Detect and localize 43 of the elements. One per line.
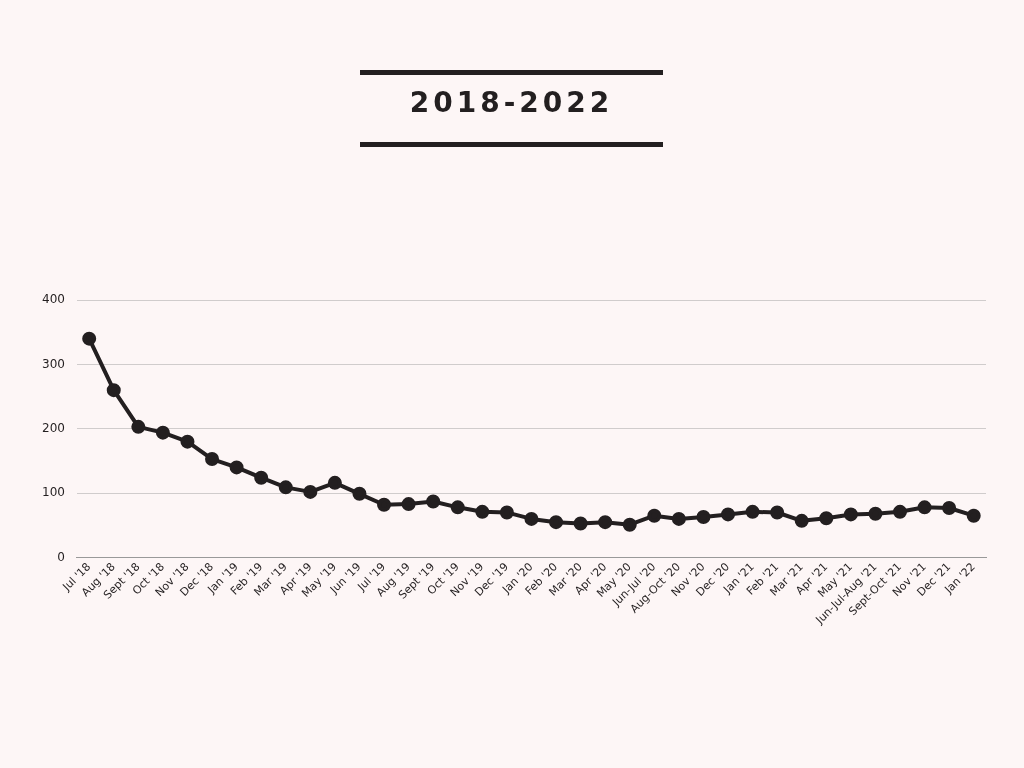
point <box>82 331 97 346</box>
point <box>303 484 318 499</box>
point <box>352 486 367 501</box>
point <box>327 475 342 490</box>
point <box>843 507 858 522</box>
point <box>942 500 957 515</box>
point <box>819 511 834 526</box>
point <box>106 383 121 398</box>
point <box>475 504 490 519</box>
point <box>721 507 736 522</box>
point <box>278 480 293 495</box>
point <box>549 515 564 530</box>
point <box>401 497 416 512</box>
point <box>893 504 907 519</box>
point <box>966 508 981 523</box>
point <box>573 516 588 531</box>
point <box>205 452 220 467</box>
y-tick-label: 200 <box>42 420 65 435</box>
point <box>377 497 392 512</box>
chart-title: 2018-2022 <box>408 86 615 119</box>
y-tick-label: 100 <box>42 485 65 500</box>
point <box>254 470 269 485</box>
point <box>671 511 686 526</box>
point <box>180 434 195 449</box>
y-tick-label: 400 <box>42 292 65 307</box>
y-tick-label: 300 <box>42 356 65 371</box>
point <box>524 511 539 526</box>
point <box>917 500 932 515</box>
point <box>745 504 760 519</box>
point <box>622 517 637 532</box>
point <box>229 460 244 475</box>
y-tick-label: 0 <box>57 549 65 564</box>
point <box>794 513 809 528</box>
point <box>450 500 465 515</box>
point <box>868 506 883 521</box>
point <box>770 505 785 520</box>
point <box>696 509 711 524</box>
point <box>499 505 514 520</box>
point <box>131 419 146 434</box>
point <box>426 494 441 509</box>
point <box>598 515 613 530</box>
point <box>155 425 170 440</box>
point <box>647 508 662 523</box>
